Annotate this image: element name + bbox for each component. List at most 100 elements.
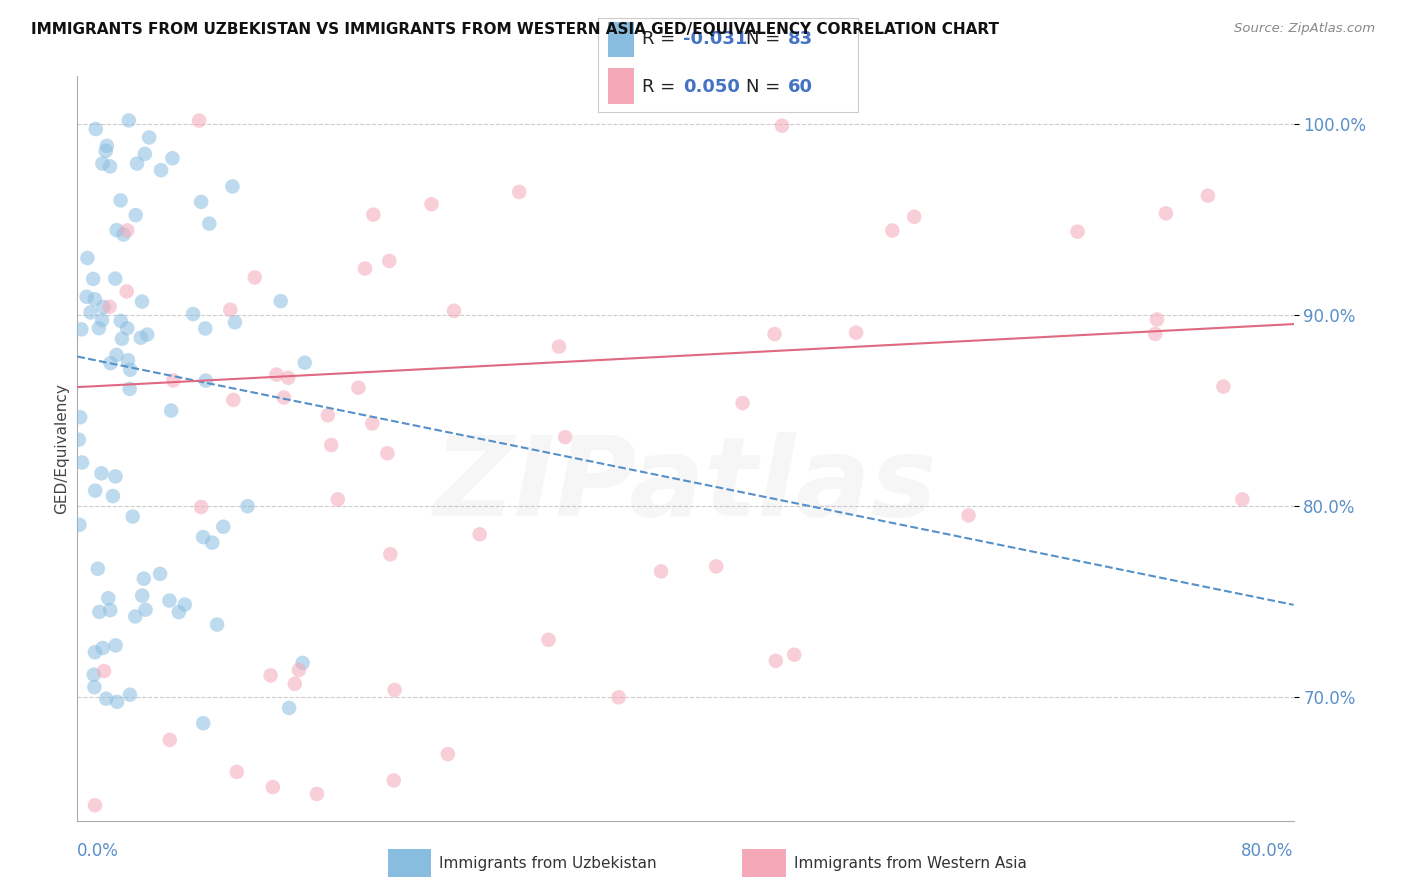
Point [181,307,204,321]
Text: R =: R = [641,78,681,95]
Point [150,163,173,178]
Point [537,632,560,647]
Point [117,353,139,368]
Point [903,210,925,224]
Point [84,483,107,498]
Point [82,272,104,286]
Bar [742,849,786,877]
Point [83,680,105,694]
Point [94,144,117,158]
Point [650,565,672,579]
Point [112,227,135,242]
Point [222,392,245,407]
Point [270,294,292,309]
Point [90,467,112,481]
Text: Source: ZipAtlas.com: Source: ZipAtlas.com [1234,22,1375,36]
Point [105,348,128,362]
Point [159,732,181,747]
Point [236,499,259,513]
Point [243,270,266,285]
Point [377,446,399,460]
Point [291,656,314,670]
Point [117,223,139,237]
Point [115,285,138,299]
Point [221,179,243,194]
Text: 0.0%: 0.0% [77,842,120,860]
Point [93,300,115,314]
Point [83,667,105,681]
Point [162,373,184,387]
Point [363,208,385,222]
Point [704,559,727,574]
Point [380,547,402,561]
Point [110,314,132,328]
Point [882,223,904,237]
Point [162,151,184,165]
Point [1212,379,1234,393]
Point [104,639,127,653]
Point [118,382,141,396]
Point [219,302,242,317]
Point [84,645,107,659]
Bar [388,849,432,877]
Point [84,798,107,813]
Y-axis label: GED/Equivalency: GED/Equivalency [53,383,69,514]
Text: 0.050: 0.050 [683,78,741,95]
Point [67,433,90,447]
Point [125,156,148,170]
Point [361,417,384,431]
Point [273,391,295,405]
Point [121,509,143,524]
Point [132,572,155,586]
Point [111,332,134,346]
Point [173,598,195,612]
Point [98,300,121,314]
Point [70,322,93,336]
Point [347,381,370,395]
Point [84,122,107,136]
Point [70,455,93,469]
Text: ZIPatlas: ZIPatlas [433,432,938,539]
Point [104,469,127,483]
Point [278,701,301,715]
Point [105,695,128,709]
Text: -0.031: -0.031 [683,30,748,48]
Point [259,668,281,682]
Text: 80.0%: 80.0% [1241,842,1294,860]
Point [305,787,328,801]
Point [135,602,157,616]
Point [194,321,217,335]
Text: R =: R = [641,30,681,48]
Point [326,492,349,507]
Point [384,682,406,697]
Point [110,194,132,208]
Text: N =: N = [745,30,786,48]
Point [120,362,142,376]
Point [548,340,571,354]
Point [191,530,214,544]
Point [67,517,90,532]
Point [1066,225,1088,239]
Point [763,327,786,342]
Point [125,208,148,222]
Point [770,119,793,133]
Point [1146,312,1168,326]
Point [1144,326,1167,341]
Point [91,313,114,327]
Point [554,430,576,444]
Point [354,261,377,276]
Point [134,147,156,161]
Bar [607,69,634,104]
Point [190,194,212,209]
Text: IMMIGRANTS FROM UZBEKISTAN VS IMMIGRANTS FROM WESTERN ASIA GED/EQUIVALENCY CORRE: IMMIGRANTS FROM UZBEKISTAN VS IMMIGRANTS… [31,22,998,37]
Point [89,605,111,619]
Point [288,663,311,677]
Point [294,356,316,370]
Point [188,113,211,128]
Point [266,368,288,382]
Point [190,500,212,514]
Point [97,591,120,606]
Point [225,764,247,779]
Point [468,527,491,541]
Point [443,303,465,318]
